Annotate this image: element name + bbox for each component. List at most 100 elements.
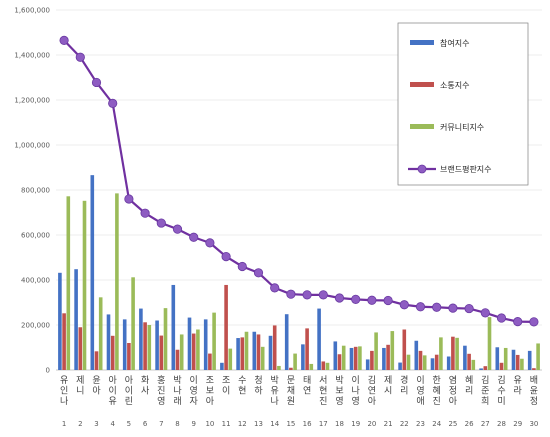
point-브랜드평판지수-아이린: [124, 194, 134, 204]
bar-커뮤니티지수-박나래: [179, 334, 184, 370]
bar-참여지수-수현: [236, 338, 240, 370]
bar-참여지수-유라: [511, 349, 516, 370]
bar-참여지수-화사: [139, 308, 143, 370]
x-category-number: 26: [465, 420, 474, 428]
x-category-number: 16: [303, 420, 312, 428]
x-category-number: 3: [94, 420, 98, 428]
bar-참여지수-유인나: [58, 272, 62, 370]
bar-커뮤니티지수-청하: [260, 346, 265, 370]
x-category-number: 1: [62, 420, 66, 428]
bar-소통지수-한혜진: [434, 354, 439, 370]
point-브랜드평판지수-홍진영: [156, 218, 166, 228]
bar-커뮤니티지수-화사: [147, 325, 152, 370]
x-category-number: 29: [513, 420, 522, 428]
bar-참여지수-이나영: [349, 347, 354, 370]
legend-label: 브랜드평판지수: [440, 164, 492, 174]
bar-소통지수-박유나: [272, 325, 277, 370]
bar-소통지수-제니: [78, 327, 83, 370]
y-tick-label: 400,000: [21, 277, 50, 285]
x-category-number: 24: [432, 420, 441, 428]
y-tick-label: 1,200,000: [14, 97, 50, 105]
bar-series: [58, 175, 540, 370]
point-브랜드평판지수-박나래: [172, 224, 183, 234]
x-category-number: 6: [143, 420, 148, 428]
point-브랜드평판지수-염정아: [448, 303, 458, 313]
point-브랜드평판지수-유인나: [59, 35, 69, 45]
bar-소통지수-윤아: [94, 351, 99, 370]
point-브랜드평판지수-이영자: [189, 232, 199, 242]
bar-소통지수-김수미: [499, 362, 504, 370]
x-category-number: 8: [175, 420, 179, 428]
bar-소통지수-아이린: [127, 343, 131, 370]
point-브랜드평판지수-경리: [399, 300, 409, 310]
line-series: [59, 35, 539, 327]
bar-커뮤니티지수-박유나: [277, 365, 281, 370]
bar-참여지수-이영자: [187, 317, 192, 370]
bar-커뮤니티지수-아이린: [131, 277, 135, 370]
x-category-number: 14: [270, 420, 279, 428]
bar-커뮤니티지수-제시: [390, 331, 395, 370]
legend-label: 소통지수: [440, 81, 469, 90]
point-브랜드평판지수-윤아: [91, 77, 102, 88]
bar-참여지수-서현진: [317, 308, 321, 370]
point-브랜드평판지수-김준희: [480, 308, 490, 318]
point-브랜드평판지수-서현진: [318, 290, 328, 300]
bar-참여지수-문채원: [284, 314, 289, 370]
bar-참여지수-조이: [220, 362, 224, 370]
x-category-number: 7: [159, 420, 163, 428]
bar-커뮤니티지수-이나영: [358, 346, 362, 370]
bar-참여지수-홍진영: [155, 320, 159, 370]
point-브랜드평판지수-박보영: [334, 293, 345, 303]
point-브랜드평판지수-문채원: [286, 289, 296, 299]
bar-소통지수-김준희: [483, 366, 488, 370]
bar-소통지수-유인나: [62, 313, 66, 370]
bar-소통지수-청하: [256, 334, 261, 370]
point-브랜드평판지수-박유나: [270, 283, 280, 293]
y-tick-label: 0: [46, 367, 50, 375]
bar-커뮤니티지수-조이: [228, 348, 233, 370]
bar-소통지수-조보아: [208, 353, 212, 370]
bar-커뮤니티지수-김준희: [487, 317, 492, 370]
bar-참여지수-태연: [301, 344, 305, 370]
x-category-number: 10: [205, 420, 214, 428]
bar-참여지수-혜리: [463, 345, 467, 370]
bar-참여지수-박보영: [333, 341, 338, 370]
point-브랜드평판지수-유라: [513, 317, 523, 327]
bar-소통지수-제시: [386, 344, 390, 370]
x-category-number: 11: [222, 420, 231, 428]
x-category-number: 5: [127, 420, 131, 428]
y-tick-label: 600,000: [21, 232, 50, 240]
bar-참여지수-조보아: [203, 319, 208, 370]
bar-커뮤니티지수-김연아: [374, 332, 378, 370]
bar-커뮤니티지수-한혜진: [439, 337, 443, 370]
point-브랜드평판지수-혜리: [464, 303, 474, 314]
bar-소통지수-박나래: [175, 349, 180, 370]
bar-소통지수-혜리: [467, 353, 471, 370]
x-category-number: 13: [254, 420, 263, 428]
bar-참여지수-박나래: [171, 284, 176, 370]
legend-swatch-참여지수: [410, 40, 434, 45]
bar-소통지수-김연아: [370, 350, 374, 370]
bar-참여지수-제시: [382, 347, 386, 370]
bar-커뮤니티지수-수현: [244, 331, 249, 370]
bar-커뮤니티지수-아이유: [115, 193, 119, 370]
axis-labels: 0 200,000 400,000 600,000 800,000 1,000,000 1,…: [14, 7, 538, 429]
point-브랜드평판지수-태연: [302, 290, 312, 300]
point-브랜드평판지수-조보아: [205, 238, 215, 248]
gridlines: [56, 9, 542, 371]
